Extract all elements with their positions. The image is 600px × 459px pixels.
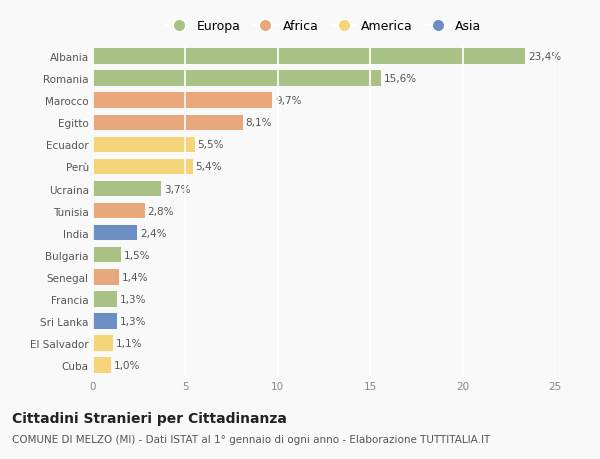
Text: 23,4%: 23,4% <box>528 52 562 62</box>
Bar <box>93 358 112 373</box>
Bar <box>93 159 193 175</box>
Text: 5,5%: 5,5% <box>197 140 224 150</box>
Legend: Europa, Africa, America, Asia: Europa, Africa, America, Asia <box>166 20 482 33</box>
Bar <box>93 291 117 307</box>
Text: 2,8%: 2,8% <box>148 206 174 216</box>
Text: COMUNE DI MELZO (MI) - Dati ISTAT al 1° gennaio di ogni anno - Elaborazione TUTT: COMUNE DI MELZO (MI) - Dati ISTAT al 1° … <box>12 434 490 444</box>
Text: 1,1%: 1,1% <box>116 338 143 348</box>
Bar <box>93 181 161 197</box>
Bar <box>93 93 272 109</box>
Text: 1,4%: 1,4% <box>122 272 148 282</box>
Text: 15,6%: 15,6% <box>384 74 417 84</box>
Bar <box>93 71 381 87</box>
Bar <box>93 137 194 153</box>
Bar <box>93 313 117 329</box>
Text: 2,4%: 2,4% <box>140 228 167 238</box>
Text: 1,3%: 1,3% <box>120 294 146 304</box>
Text: 9,7%: 9,7% <box>275 96 302 106</box>
Text: 5,4%: 5,4% <box>196 162 222 172</box>
Text: 1,3%: 1,3% <box>120 316 146 326</box>
Text: 3,7%: 3,7% <box>164 184 191 194</box>
Bar <box>93 225 137 241</box>
Bar <box>93 203 145 219</box>
Bar <box>93 115 242 131</box>
Text: 8,1%: 8,1% <box>245 118 272 128</box>
Bar <box>93 247 121 263</box>
Bar <box>93 49 526 65</box>
Bar <box>93 336 113 351</box>
Text: 1,0%: 1,0% <box>114 360 140 370</box>
Text: Cittadini Stranieri per Cittadinanza: Cittadini Stranieri per Cittadinanza <box>12 411 287 425</box>
Text: 1,5%: 1,5% <box>124 250 150 260</box>
Bar <box>93 269 119 285</box>
